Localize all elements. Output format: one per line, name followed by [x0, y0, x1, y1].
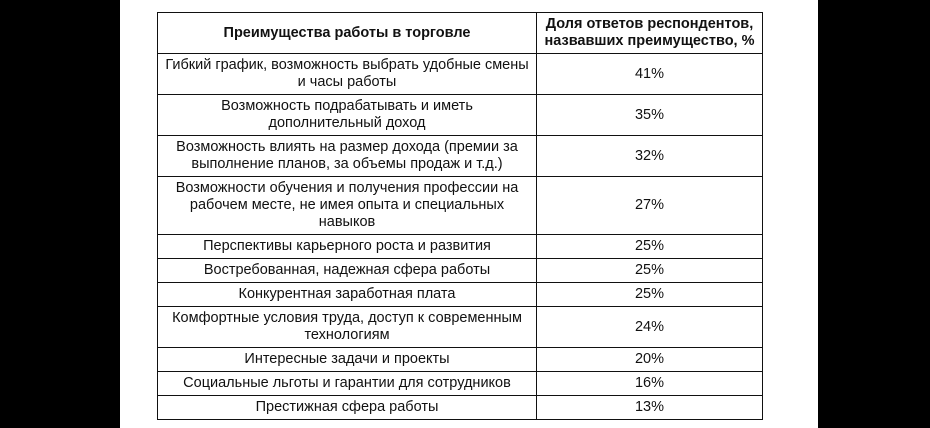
advantage-cell: Возможность влиять на размер дохода (пре…	[157, 135, 537, 177]
table-row: Возможность влиять на размер дохода (пре…	[157, 135, 763, 177]
advantage-cell: Перспективы карьерного роста и развития	[157, 234, 537, 259]
left-black-margin	[0, 0, 120, 428]
table-row: Престижная сфера работы 13%	[157, 395, 763, 420]
share-cell: 25%	[536, 258, 763, 283]
table-row: Социальные льготы и гарантии для сотрудн…	[157, 371, 763, 396]
advantage-cell: Комфортные условия труда, доступ к совре…	[157, 306, 537, 348]
share-cell: 20%	[536, 347, 763, 372]
table-row: Гибкий график, возможность выбрать удобн…	[157, 53, 763, 95]
right-black-margin	[818, 0, 930, 428]
share-cell: 41%	[536, 53, 763, 95]
share-cell: 16%	[536, 371, 763, 396]
header-share: Доля ответов респондентов, назвавших пре…	[536, 12, 763, 54]
share-cell: 24%	[536, 306, 763, 348]
table-row: Комфортные условия труда, доступ к совре…	[157, 306, 763, 348]
share-cell: 25%	[536, 282, 763, 307]
table-header-row: Преимущества работы в торговле Доля отве…	[157, 12, 763, 54]
header-advantage: Преимущества работы в торговле	[157, 12, 537, 54]
share-cell: 25%	[536, 234, 763, 259]
table-row: Конкурентная заработная плата 25%	[157, 282, 763, 307]
advantage-cell: Интересные задачи и проекты	[157, 347, 537, 372]
share-cell: 27%	[536, 176, 763, 235]
table-row: Возможности обучения и получения професс…	[157, 176, 763, 235]
advantage-cell: Конкурентная заработная плата	[157, 282, 537, 307]
share-cell: 13%	[536, 395, 763, 420]
table-row: Интересные задачи и проекты 20%	[157, 347, 763, 372]
table-row: Перспективы карьерного роста и развития …	[157, 234, 763, 259]
advantage-cell: Возможность подрабатывать и иметь дополн…	[157, 94, 537, 136]
table-row: Возможность подрабатывать и иметь дополн…	[157, 94, 763, 136]
advantage-cell: Престижная сфера работы	[157, 395, 537, 420]
advantage-cell: Социальные льготы и гарантии для сотрудн…	[157, 371, 537, 396]
table-row: Востребованная, надежная сфера работы 25…	[157, 258, 763, 283]
advantage-cell: Гибкий график, возможность выбрать удобн…	[157, 53, 537, 95]
share-cell: 35%	[536, 94, 763, 136]
advantages-table: Преимущества работы в торговле Доля отве…	[157, 12, 763, 420]
advantage-cell: Востребованная, надежная сфера работы	[157, 258, 537, 283]
share-cell: 32%	[536, 135, 763, 177]
advantage-cell: Возможности обучения и получения професс…	[157, 176, 537, 235]
